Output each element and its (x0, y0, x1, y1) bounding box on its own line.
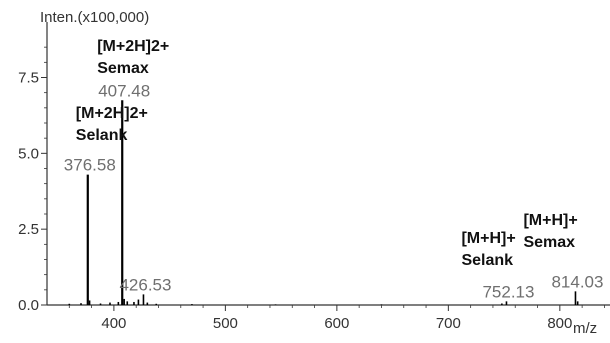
peak-annotations: [M+2H]2+ Selank [M+2H]2+ Semax [M+H]+ Selank [… (76, 38, 578, 269)
x-tick-label: 600 (324, 315, 349, 332)
peak-value-label: 814.03 (551, 272, 603, 291)
y-tick-label: 2.5 (18, 221, 39, 238)
x-tick-label: 500 (213, 315, 238, 332)
peak-value-label: 376.58 (64, 156, 116, 175)
y-tick-label: 5.0 (18, 145, 39, 162)
peak-value-label: 426.53 (119, 275, 171, 294)
spectrum-peaks (68, 100, 579, 305)
peak-annotation-line: [M+H]+ (461, 230, 515, 247)
peak-value-label: 407.48 (98, 81, 150, 100)
peak-annotation-line: [M+2H]2+ (76, 105, 148, 122)
peak-annotation-line: Selank (76, 127, 128, 144)
x-tick-label: 400 (101, 315, 126, 332)
y-tick-label: 0.0 (18, 297, 39, 314)
x-axis-unit-label: m/z (573, 320, 597, 337)
x-tick-label: 800 (547, 315, 572, 332)
peak-annotation-line: Semax (97, 60, 149, 77)
axes: 0.0 2.5 5.0 7.5 400 500 600 700 800 (18, 22, 610, 332)
peak-annotation-line: [M+2H]2+ (97, 38, 169, 55)
y-axis-unit-label: Inten.(x100,000) (40, 9, 149, 26)
peak-value-label: 752.13 (482, 282, 534, 301)
x-tick-label: 700 (436, 315, 461, 332)
peak-annotation-line: Semax (523, 234, 575, 251)
peak-annotation-line: Selank (461, 252, 513, 269)
peak-annotation-line: [M+H]+ (523, 212, 577, 229)
y-tick-label: 7.5 (18, 70, 39, 87)
peak-value-labels: 376.58 407.48 426.53 752.13 814.03 (64, 81, 604, 301)
